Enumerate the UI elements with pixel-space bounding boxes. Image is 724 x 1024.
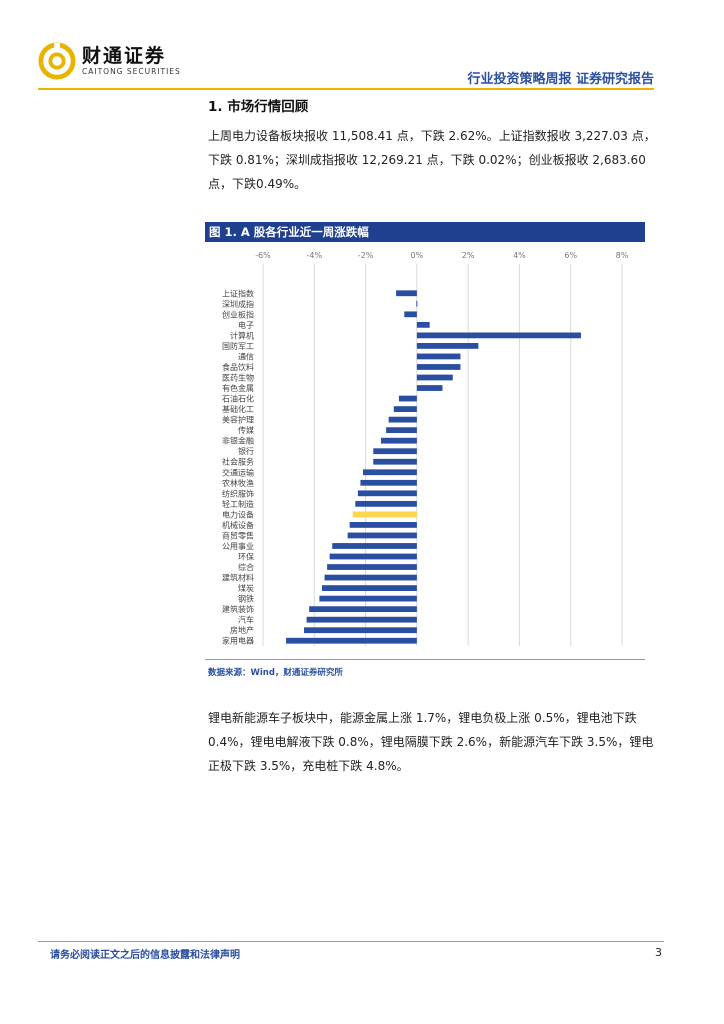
category-label: 传媒 bbox=[238, 425, 254, 435]
bar bbox=[332, 543, 417, 549]
bar bbox=[363, 469, 417, 476]
bar bbox=[416, 343, 479, 349]
footer-divider bbox=[38, 941, 664, 942]
category-label: 煤炭 bbox=[238, 583, 254, 593]
bar bbox=[319, 595, 417, 602]
market-review-paragraph: 上周电力设备板块报收 11,508.41 点，下跌 2.62%。上证指数报收 3… bbox=[208, 129, 656, 191]
bar bbox=[380, 437, 417, 444]
bar bbox=[329, 553, 417, 560]
category-label: 商贸零售 bbox=[222, 530, 254, 540]
category-label: 电力设备 bbox=[222, 509, 254, 519]
x-tick-label: 8% bbox=[616, 251, 629, 260]
disclaimer-note: 请务必阅读正文之后的信息披露和法律声明 bbox=[50, 950, 240, 961]
category-label: 公用事业 bbox=[222, 541, 254, 551]
logo-english-name: CAITONG SECURITIES bbox=[82, 67, 181, 76]
bar bbox=[416, 364, 461, 370]
industry-bar-chart: -6% -4% -2% 0% 2% 4% 6% 8% 上证指数深圳成指创业板指电子计算机国防军工… bbox=[222, 251, 629, 646]
report-title: 行业投资策略周报 证券研究报告 bbox=[467, 72, 654, 87]
header-divider bbox=[38, 88, 654, 90]
category-label: 上证指数 bbox=[222, 288, 254, 298]
company-logo: 财通证券 CAITONG SECURITIES bbox=[38, 42, 181, 80]
bar bbox=[416, 300, 418, 307]
bar bbox=[416, 353, 461, 360]
bar bbox=[309, 606, 417, 613]
category-label: 房地产 bbox=[230, 625, 254, 635]
category-label: 纺织服饰 bbox=[222, 488, 254, 498]
category-label: 建筑装饰 bbox=[222, 604, 254, 614]
bar bbox=[304, 627, 417, 634]
category-label: 非银金融 bbox=[222, 436, 254, 446]
industry-change-figure: 图 1. A 股各行业近一周涨跌幅 -6% -4% -2% 0% 2% 4% 6% 8% 上证指… bbox=[205, 222, 645, 660]
category-label: 农林牧渔 bbox=[222, 478, 254, 488]
x-tick-label: 0% bbox=[411, 251, 424, 260]
category-label: 深圳成指 bbox=[222, 299, 254, 309]
category-label: 医药生物 bbox=[222, 373, 254, 383]
category-label: 机械设备 bbox=[222, 520, 254, 530]
bar bbox=[349, 522, 417, 528]
bar bbox=[373, 458, 417, 465]
category-label: 基础化工 bbox=[222, 404, 254, 414]
bar bbox=[388, 416, 417, 423]
figure-source: 数据来源：Wind，财通证券研究所 bbox=[208, 668, 343, 678]
bar bbox=[347, 532, 417, 539]
bar bbox=[324, 574, 417, 581]
bar bbox=[386, 427, 417, 434]
category-label: 美容护理 bbox=[222, 415, 254, 425]
bar bbox=[355, 500, 417, 507]
x-tick-label: -6% bbox=[255, 251, 271, 260]
logo-chinese-name: 财通证券 bbox=[82, 45, 167, 67]
category-label: 国防军工 bbox=[222, 341, 254, 351]
x-tick-label: -2% bbox=[358, 251, 374, 260]
category-label: 石油石化 bbox=[222, 394, 254, 404]
logo-emblem-icon bbox=[38, 42, 76, 80]
figure-title: 图 1. A 股各行业近一周涨跌幅 bbox=[205, 222, 645, 242]
category-label: 交通运输 bbox=[222, 467, 254, 477]
page-number: 3 bbox=[655, 946, 662, 959]
section-heading: 1. 市场行情回顾 bbox=[208, 99, 309, 115]
category-label: 有色金属 bbox=[222, 383, 254, 393]
x-tick-label: 4% bbox=[513, 251, 526, 260]
bar bbox=[396, 290, 417, 297]
category-label: 汽车 bbox=[238, 615, 254, 625]
x-tick-label: -4% bbox=[306, 251, 322, 260]
category-label: 建筑材料 bbox=[222, 573, 254, 583]
category-label: 银行 bbox=[238, 446, 254, 456]
bar bbox=[306, 616, 417, 623]
figure-bottom-border bbox=[205, 659, 645, 660]
category-label: 电子 bbox=[238, 320, 254, 330]
bar bbox=[416, 374, 453, 381]
category-label: 钢铁 bbox=[238, 594, 254, 604]
category-label: 计算机 bbox=[230, 330, 254, 340]
category-label: 通信 bbox=[238, 351, 254, 361]
bar bbox=[352, 511, 417, 518]
x-tick-label: 2% bbox=[462, 251, 475, 260]
bar bbox=[327, 564, 417, 570]
bar bbox=[398, 395, 417, 402]
bar bbox=[321, 585, 417, 591]
category-label: 轻工制造 bbox=[222, 499, 254, 509]
bar bbox=[360, 479, 417, 486]
category-label: 家用电器 bbox=[222, 636, 254, 646]
bar bbox=[416, 321, 430, 328]
bar bbox=[393, 406, 417, 412]
bar bbox=[404, 311, 417, 318]
bar bbox=[373, 448, 417, 455]
category-label: 环保 bbox=[238, 552, 254, 562]
category-label: 食品饮料 bbox=[222, 362, 254, 372]
category-label: 创业板指 bbox=[222, 309, 254, 319]
bar bbox=[416, 385, 443, 391]
lithium-sector-paragraph: 锂电新能源车子板块中，能源金属上涨 1.7%，锂电负极上涨 0.5%，锂电池下跌… bbox=[208, 711, 654, 773]
category-label: 社会服务 bbox=[222, 457, 254, 467]
bar bbox=[416, 332, 581, 339]
x-tick-label: 6% bbox=[564, 251, 577, 260]
bar bbox=[357, 490, 417, 497]
category-label: 综合 bbox=[238, 562, 254, 572]
bar bbox=[286, 637, 417, 644]
